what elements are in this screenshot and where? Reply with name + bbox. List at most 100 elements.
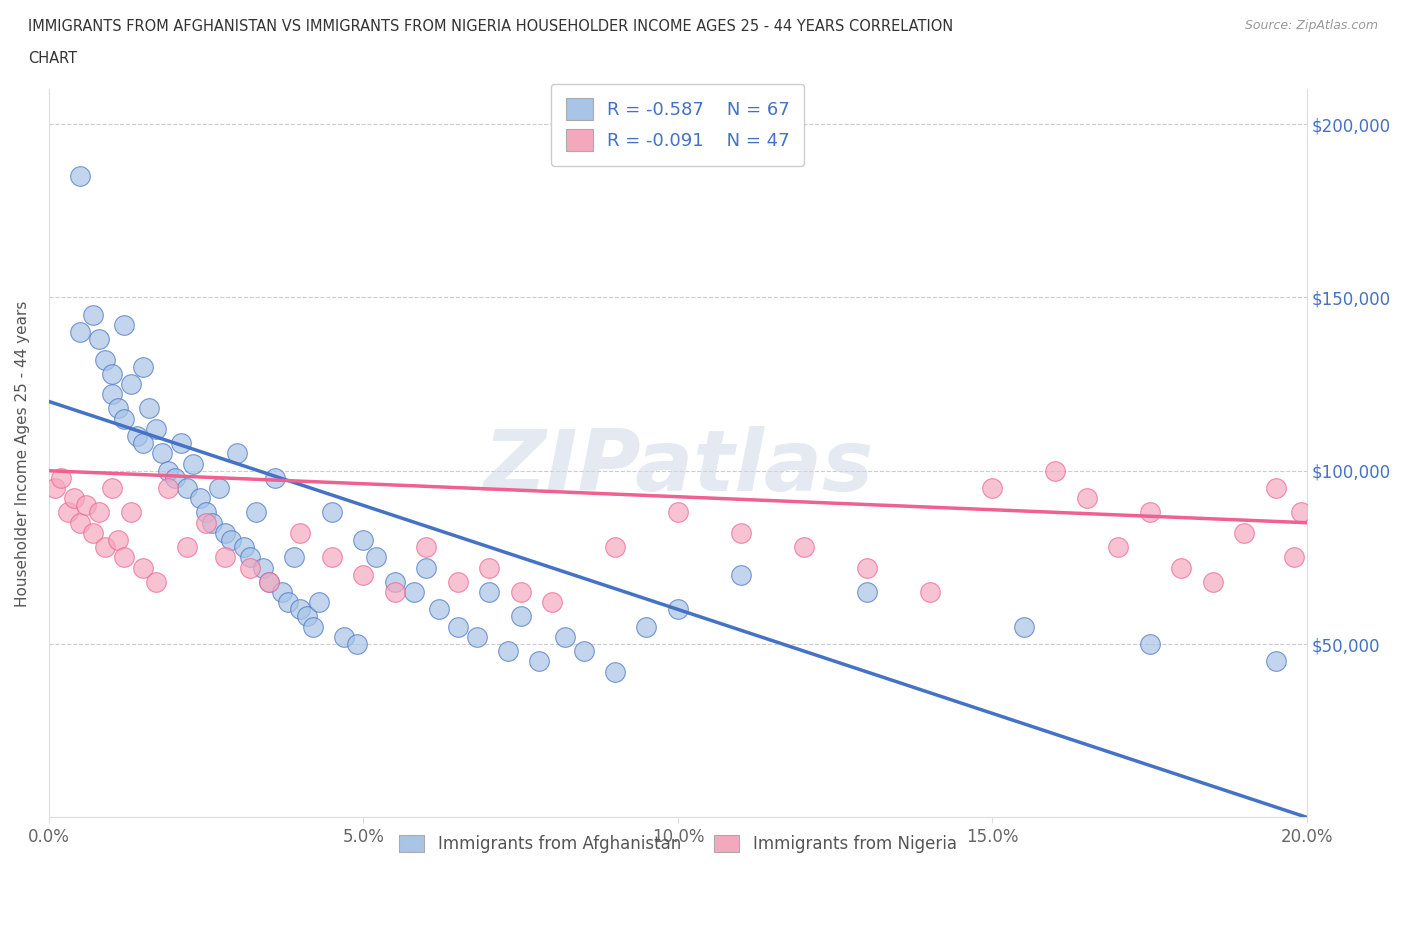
Point <box>1170 561 1192 576</box>
Point <box>214 550 236 565</box>
Point <box>478 561 501 576</box>
Point <box>352 533 374 548</box>
Point <box>82 307 104 322</box>
Point <box>302 619 325 634</box>
Point <box>730 567 752 582</box>
Point <box>264 471 287 485</box>
Point <box>100 481 122 496</box>
Point <box>496 644 519 658</box>
Point <box>112 411 135 426</box>
Point <box>176 539 198 554</box>
Point <box>120 505 142 520</box>
Point <box>572 644 595 658</box>
Point <box>63 491 86 506</box>
Point <box>478 585 501 600</box>
Point <box>793 539 815 554</box>
Point <box>107 533 129 548</box>
Point <box>283 550 305 565</box>
Point <box>125 429 148 444</box>
Point <box>384 574 406 589</box>
Point <box>1289 505 1312 520</box>
Point <box>82 525 104 540</box>
Point <box>509 585 531 600</box>
Point <box>541 595 564 610</box>
Point <box>120 377 142 392</box>
Point <box>730 525 752 540</box>
Point <box>226 446 249 461</box>
Point <box>321 505 343 520</box>
Point <box>333 630 356 644</box>
Point <box>290 525 312 540</box>
Point <box>44 481 66 496</box>
Point <box>1233 525 1256 540</box>
Point <box>1264 481 1286 496</box>
Point <box>107 401 129 416</box>
Text: Source: ZipAtlas.com: Source: ZipAtlas.com <box>1244 19 1378 32</box>
Point <box>346 637 368 652</box>
Point <box>112 318 135 333</box>
Point <box>636 619 658 634</box>
Text: CHART: CHART <box>28 51 77 66</box>
Point <box>321 550 343 565</box>
Point <box>214 525 236 540</box>
Point <box>157 481 180 496</box>
Point <box>465 630 488 644</box>
Point <box>415 561 437 576</box>
Point <box>447 574 470 589</box>
Point <box>69 168 91 183</box>
Point <box>112 550 135 565</box>
Point <box>132 435 155 450</box>
Point <box>415 539 437 554</box>
Point <box>1139 505 1161 520</box>
Point <box>195 505 218 520</box>
Point <box>219 533 242 548</box>
Point <box>94 539 117 554</box>
Point <box>1076 491 1098 506</box>
Point <box>384 585 406 600</box>
Point <box>1201 574 1223 589</box>
Point <box>352 567 374 582</box>
Point <box>163 471 186 485</box>
Point <box>87 505 110 520</box>
Point <box>56 505 79 520</box>
Point <box>239 550 262 565</box>
Point <box>1264 654 1286 669</box>
Point <box>232 539 254 554</box>
Point <box>145 421 167 436</box>
Point <box>1139 637 1161 652</box>
Text: ZIPatlas: ZIPatlas <box>482 427 873 510</box>
Point <box>138 401 160 416</box>
Point <box>170 435 193 450</box>
Point <box>666 602 689 617</box>
Point <box>132 561 155 576</box>
Point <box>427 602 450 617</box>
Point <box>76 498 98 512</box>
Point <box>603 664 626 679</box>
Point <box>295 609 318 624</box>
Point <box>277 595 299 610</box>
Point <box>1284 550 1306 565</box>
Point <box>257 574 280 589</box>
Point <box>981 481 1004 496</box>
Point <box>183 457 205 472</box>
Point <box>554 630 576 644</box>
Point <box>176 481 198 496</box>
Point <box>150 446 173 461</box>
Point <box>918 585 941 600</box>
Point <box>239 561 262 576</box>
Point <box>1045 463 1067 478</box>
Point <box>666 505 689 520</box>
Point <box>195 515 218 530</box>
Point <box>87 332 110 347</box>
Point <box>1107 539 1129 554</box>
Point <box>447 619 470 634</box>
Point <box>308 595 330 610</box>
Point <box>94 352 117 367</box>
Point <box>364 550 387 565</box>
Point <box>509 609 531 624</box>
Y-axis label: Householder Income Ages 25 - 44 years: Householder Income Ages 25 - 44 years <box>15 300 30 606</box>
Point <box>145 574 167 589</box>
Point <box>529 654 551 669</box>
Point <box>207 481 229 496</box>
Text: IMMIGRANTS FROM AFGHANISTAN VS IMMIGRANTS FROM NIGERIA HOUSEHOLDER INCOME AGES 2: IMMIGRANTS FROM AFGHANISTAN VS IMMIGRANT… <box>28 19 953 33</box>
